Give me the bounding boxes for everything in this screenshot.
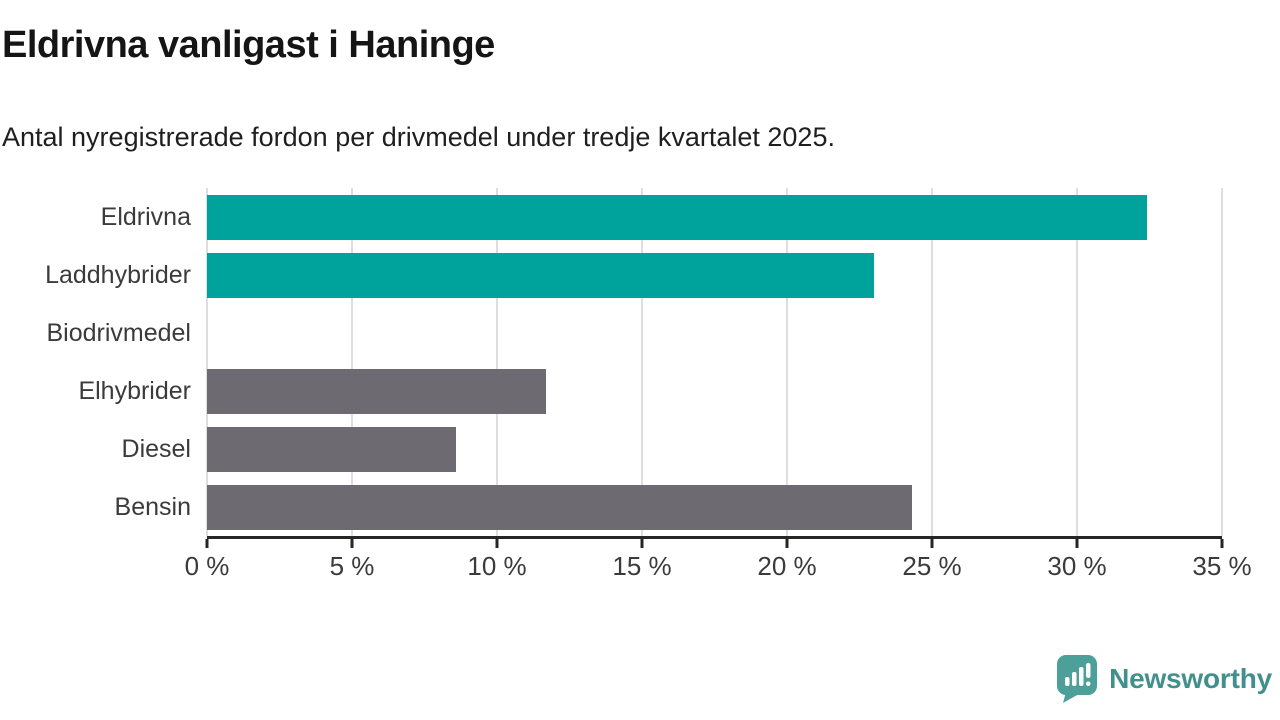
x-axis-tick [1220, 539, 1224, 548]
gridline [351, 188, 353, 536]
gridline [1076, 188, 1078, 536]
x-axis-tick [640, 539, 644, 548]
category-label-diesel: Diesel [121, 435, 191, 463]
category-label-biodrivmedel: Biodrivmedel [46, 319, 191, 347]
bar-eldrivna [207, 194, 1147, 240]
x-axis-tick-label: 15 % [612, 551, 672, 581]
chart-row [207, 246, 1222, 304]
gridline [786, 188, 788, 536]
bar-diesel [207, 426, 457, 472]
gridline [206, 188, 208, 536]
x-axis-tick-label: 0 % [184, 551, 230, 581]
newsworthy-logo-icon [1057, 655, 1098, 703]
gridline [931, 188, 933, 536]
x-axis-tick [205, 539, 209, 548]
x-axis-tick [495, 539, 499, 548]
x-axis-tick-label: 30 % [1047, 551, 1107, 581]
category-label-bensin: Bensin [114, 493, 191, 521]
newsworthy-branding: Newsworthy [1055, 654, 1272, 704]
chart-row [207, 362, 1222, 420]
chart-row [207, 188, 1222, 246]
gridline [641, 188, 643, 536]
chart-row [207, 304, 1222, 362]
category-label-elhybrider: Elhybrider [78, 377, 191, 405]
gridline [1221, 188, 1223, 536]
x-axis-tick [350, 539, 354, 548]
x-axis-tick [1075, 539, 1079, 548]
bar-laddhybrider [207, 252, 874, 298]
x-axis-tick-label: 35 % [1192, 551, 1252, 581]
gridline [496, 188, 498, 536]
page-title: Eldrivna vanligast i Haninge [2, 24, 495, 66]
bar-bensin [207, 484, 912, 530]
x-axis-tick-label: 25 % [902, 551, 962, 581]
x-axis-tick-label: 20 % [757, 551, 817, 581]
x-axis-line [207, 536, 1222, 539]
chart-row [207, 420, 1222, 478]
x-axis-tick-label: 10 % [467, 551, 527, 581]
bar-chart-plot-area [206, 188, 1223, 536]
category-label-laddhybrider: Laddhybrider [45, 261, 191, 289]
x-axis-ticks: 0 % 5 % 10 % 15 % 20 % 25 % 30 % 35 % [185, 539, 1252, 581]
x-axis-tick-label: 5 % [329, 551, 375, 581]
bar-elhybrider [207, 368, 547, 414]
category-label-eldrivna: Eldrivna [100, 203, 191, 231]
x-axis-tick [930, 539, 934, 548]
newsworthy-logo-text: Newsworthy [1109, 663, 1272, 694]
y-axis-category-labels: Eldrivna Laddhybrider Biodrivmedel Elhyb… [0, 188, 191, 536]
chart-subtitle: Antal nyregistrerade fordon per drivmede… [2, 122, 835, 152]
chart-row [207, 478, 1222, 536]
x-axis-tick [785, 539, 789, 548]
